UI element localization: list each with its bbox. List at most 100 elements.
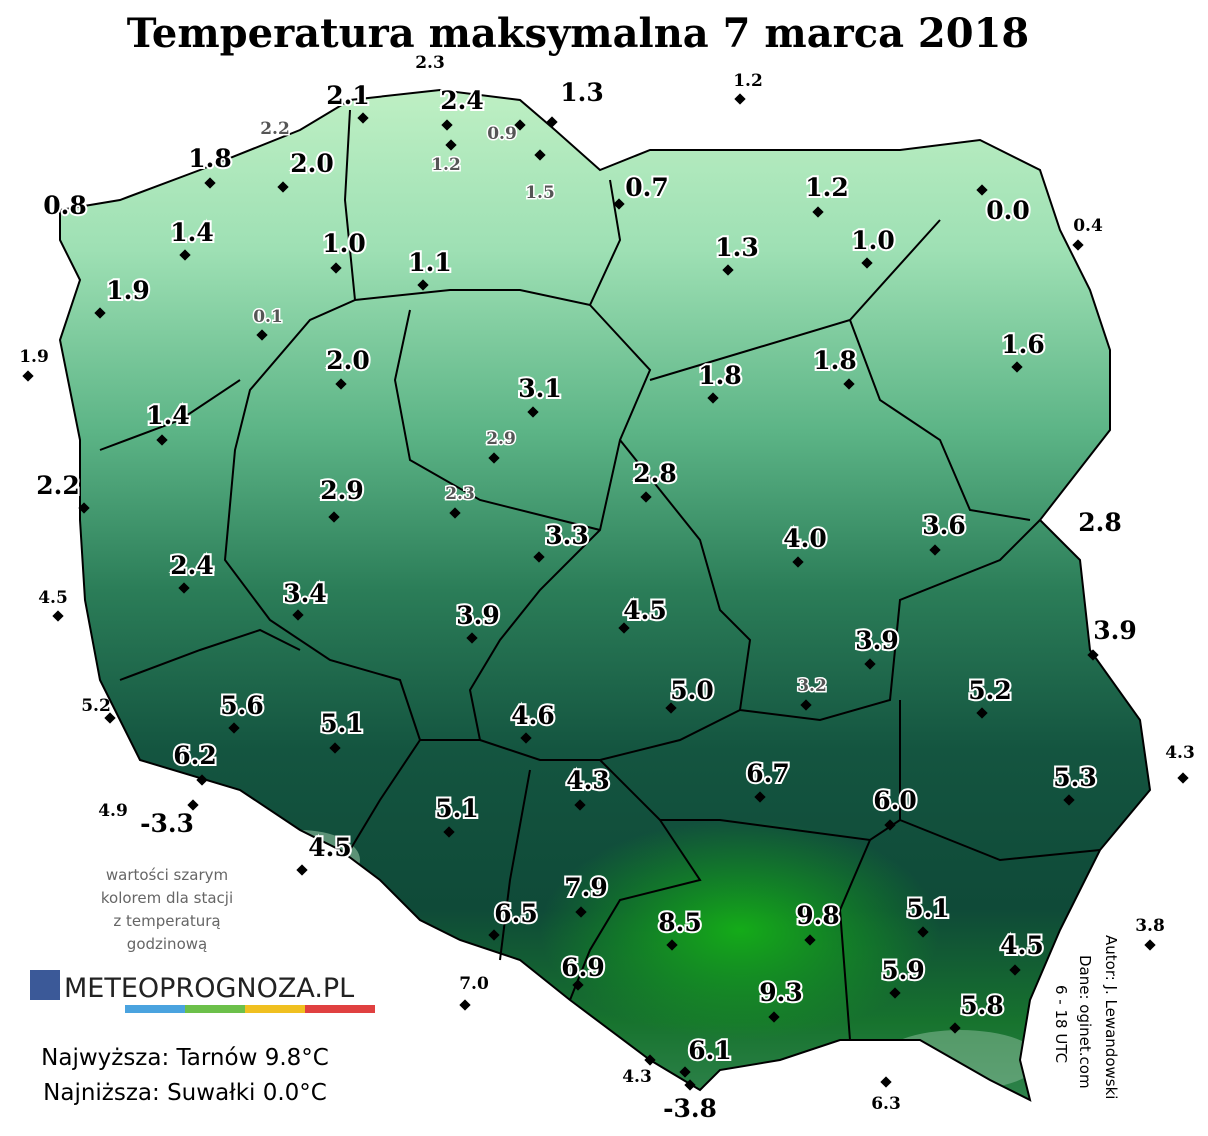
station-marker xyxy=(533,551,545,563)
station-marker xyxy=(884,819,896,831)
station-marker xyxy=(949,1022,961,1034)
footer-line: Najwyższa: Tarnów 9.8°C xyxy=(41,1045,329,1071)
station-marker xyxy=(640,491,652,503)
station-temperature: 6.3 xyxy=(871,1094,901,1114)
station-marker xyxy=(812,206,824,218)
station-marker xyxy=(204,177,216,189)
station-temperature: 1.2 xyxy=(733,71,763,91)
station-marker xyxy=(443,826,455,838)
station-temperature: 1.3 xyxy=(715,233,759,262)
station-temperature: 1.2 xyxy=(431,155,461,175)
station-marker xyxy=(976,707,988,719)
station-marker xyxy=(417,279,429,291)
station-temperature: 2.0 xyxy=(326,346,370,375)
station-marker xyxy=(1063,794,1075,806)
station-temperature: 4.3 xyxy=(566,766,610,795)
station-marker xyxy=(684,1079,696,1091)
station-temperature: 6.9 xyxy=(561,953,605,982)
station-marker xyxy=(1072,239,1084,251)
station-temperature: 2.2 xyxy=(36,471,80,500)
credit-line: 6 - 18 UTC xyxy=(1052,985,1070,1063)
facebook-icon xyxy=(30,970,60,1000)
station-temperature: 9.8 xyxy=(796,901,840,930)
station-temperature: 3.3 xyxy=(545,521,589,550)
station-marker xyxy=(534,149,546,161)
station-marker xyxy=(1177,772,1189,784)
station-temperature: 4.5 xyxy=(38,588,68,608)
station-marker xyxy=(929,544,941,556)
station-marker xyxy=(178,582,190,594)
station-temperature: 5.1 xyxy=(320,709,364,738)
note-line: kolorem dla stacji xyxy=(101,889,233,907)
station-temperature: 0.7 xyxy=(625,173,669,202)
station-marker xyxy=(575,906,587,918)
station-temperature: 5.2 xyxy=(968,676,1012,705)
station-temperature: 2.8 xyxy=(633,459,677,488)
station-marker xyxy=(196,774,208,786)
station-marker xyxy=(864,658,876,670)
station-temperature: 3.4 xyxy=(283,579,327,608)
station-marker xyxy=(228,722,240,734)
note-line: z temperaturą xyxy=(113,912,220,930)
station-marker xyxy=(22,370,34,382)
station-temperature: 5.0 xyxy=(670,676,714,705)
station-marker xyxy=(665,702,677,714)
station-marker xyxy=(1087,649,1099,661)
station-temperature: 0.9 xyxy=(487,124,517,144)
station-marker xyxy=(488,929,500,941)
station-temperature: 1.2 xyxy=(805,173,849,202)
station-marker xyxy=(520,732,532,744)
station-temperature: 1.9 xyxy=(106,276,150,305)
station-temperature: 3.1 xyxy=(518,374,562,403)
credit-line: Dane: oginet.com xyxy=(1076,955,1094,1089)
station-temperature: 5.1 xyxy=(906,894,950,923)
station-marker xyxy=(644,1054,656,1066)
station-temperature: 2.0 xyxy=(290,149,334,178)
logo: METEOPROGNOZA.PL xyxy=(64,973,354,1004)
station-temperature: 4.3 xyxy=(622,1067,652,1087)
station-marker xyxy=(804,934,816,946)
station-marker xyxy=(296,864,308,876)
station-marker xyxy=(1011,361,1023,373)
station-marker xyxy=(330,262,342,274)
station-marker xyxy=(527,406,539,418)
station-temperature: 1.8 xyxy=(813,346,857,375)
station-marker xyxy=(792,556,804,568)
station-marker xyxy=(328,511,340,523)
station-marker xyxy=(256,329,268,341)
station-temperature: -3.8 xyxy=(663,1094,717,1123)
station-temperature: 4.6 xyxy=(511,701,555,730)
station-marker xyxy=(734,93,746,105)
station-marker xyxy=(1009,964,1021,976)
country-border xyxy=(58,88,1152,1102)
station-temperature: 0.8 xyxy=(43,191,87,220)
station-marker xyxy=(917,926,929,938)
station-temperature: 4.3 xyxy=(1165,743,1195,763)
station-temperature: 2.9 xyxy=(486,429,516,449)
station-temperature: 2.3 xyxy=(415,53,445,73)
station-temperature: 2.3 xyxy=(445,484,475,504)
station-temperature: 1.8 xyxy=(188,144,232,173)
station-marker xyxy=(976,184,988,196)
station-temperature: -3.3 xyxy=(140,809,194,838)
station-temperature: 0.0 xyxy=(986,196,1030,225)
station-marker xyxy=(329,742,341,754)
station-marker xyxy=(880,1076,892,1088)
station-marker xyxy=(292,609,304,621)
station-temperature: 4.0 xyxy=(783,524,827,553)
station-temperature: 0.4 xyxy=(1073,216,1103,236)
region-borders xyxy=(99,109,1101,1041)
station-marker xyxy=(613,198,625,210)
station-temperature: 5.3 xyxy=(1053,763,1097,792)
station-marker xyxy=(768,1011,780,1023)
station-marker xyxy=(445,139,457,151)
note-line: wartości szarym xyxy=(106,866,228,884)
station-marker xyxy=(156,434,168,446)
station-temperature: 6.1 xyxy=(688,1036,732,1065)
station-temperature: 5.6 xyxy=(220,691,264,720)
station-temperature: 1.5 xyxy=(525,183,555,203)
station-temperature: 3.9 xyxy=(855,626,899,655)
station-temperature: 1.0 xyxy=(322,229,366,258)
station-temperature: 7.0 xyxy=(459,974,489,994)
